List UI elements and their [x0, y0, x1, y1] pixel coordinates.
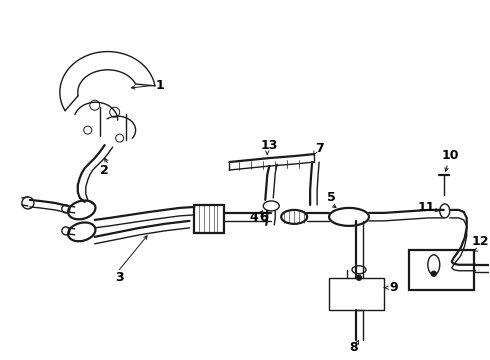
Bar: [329, 278, 384, 310]
Text: 5: 5: [327, 192, 336, 204]
Text: 10: 10: [442, 149, 460, 162]
Text: 3: 3: [115, 271, 124, 284]
Text: 12: 12: [472, 235, 490, 248]
Bar: [409, 250, 474, 290]
Text: 13: 13: [261, 139, 278, 152]
Circle shape: [357, 275, 362, 280]
Text: 1: 1: [155, 79, 164, 92]
Text: 8: 8: [350, 341, 358, 354]
Text: 9: 9: [390, 281, 398, 294]
Text: 11: 11: [418, 202, 436, 215]
Text: 2: 2: [100, 163, 109, 176]
Bar: [195, 205, 224, 233]
Text: 4: 4: [250, 211, 259, 224]
Text: 7: 7: [315, 141, 323, 154]
Text: 6: 6: [259, 211, 268, 224]
Circle shape: [431, 271, 436, 276]
